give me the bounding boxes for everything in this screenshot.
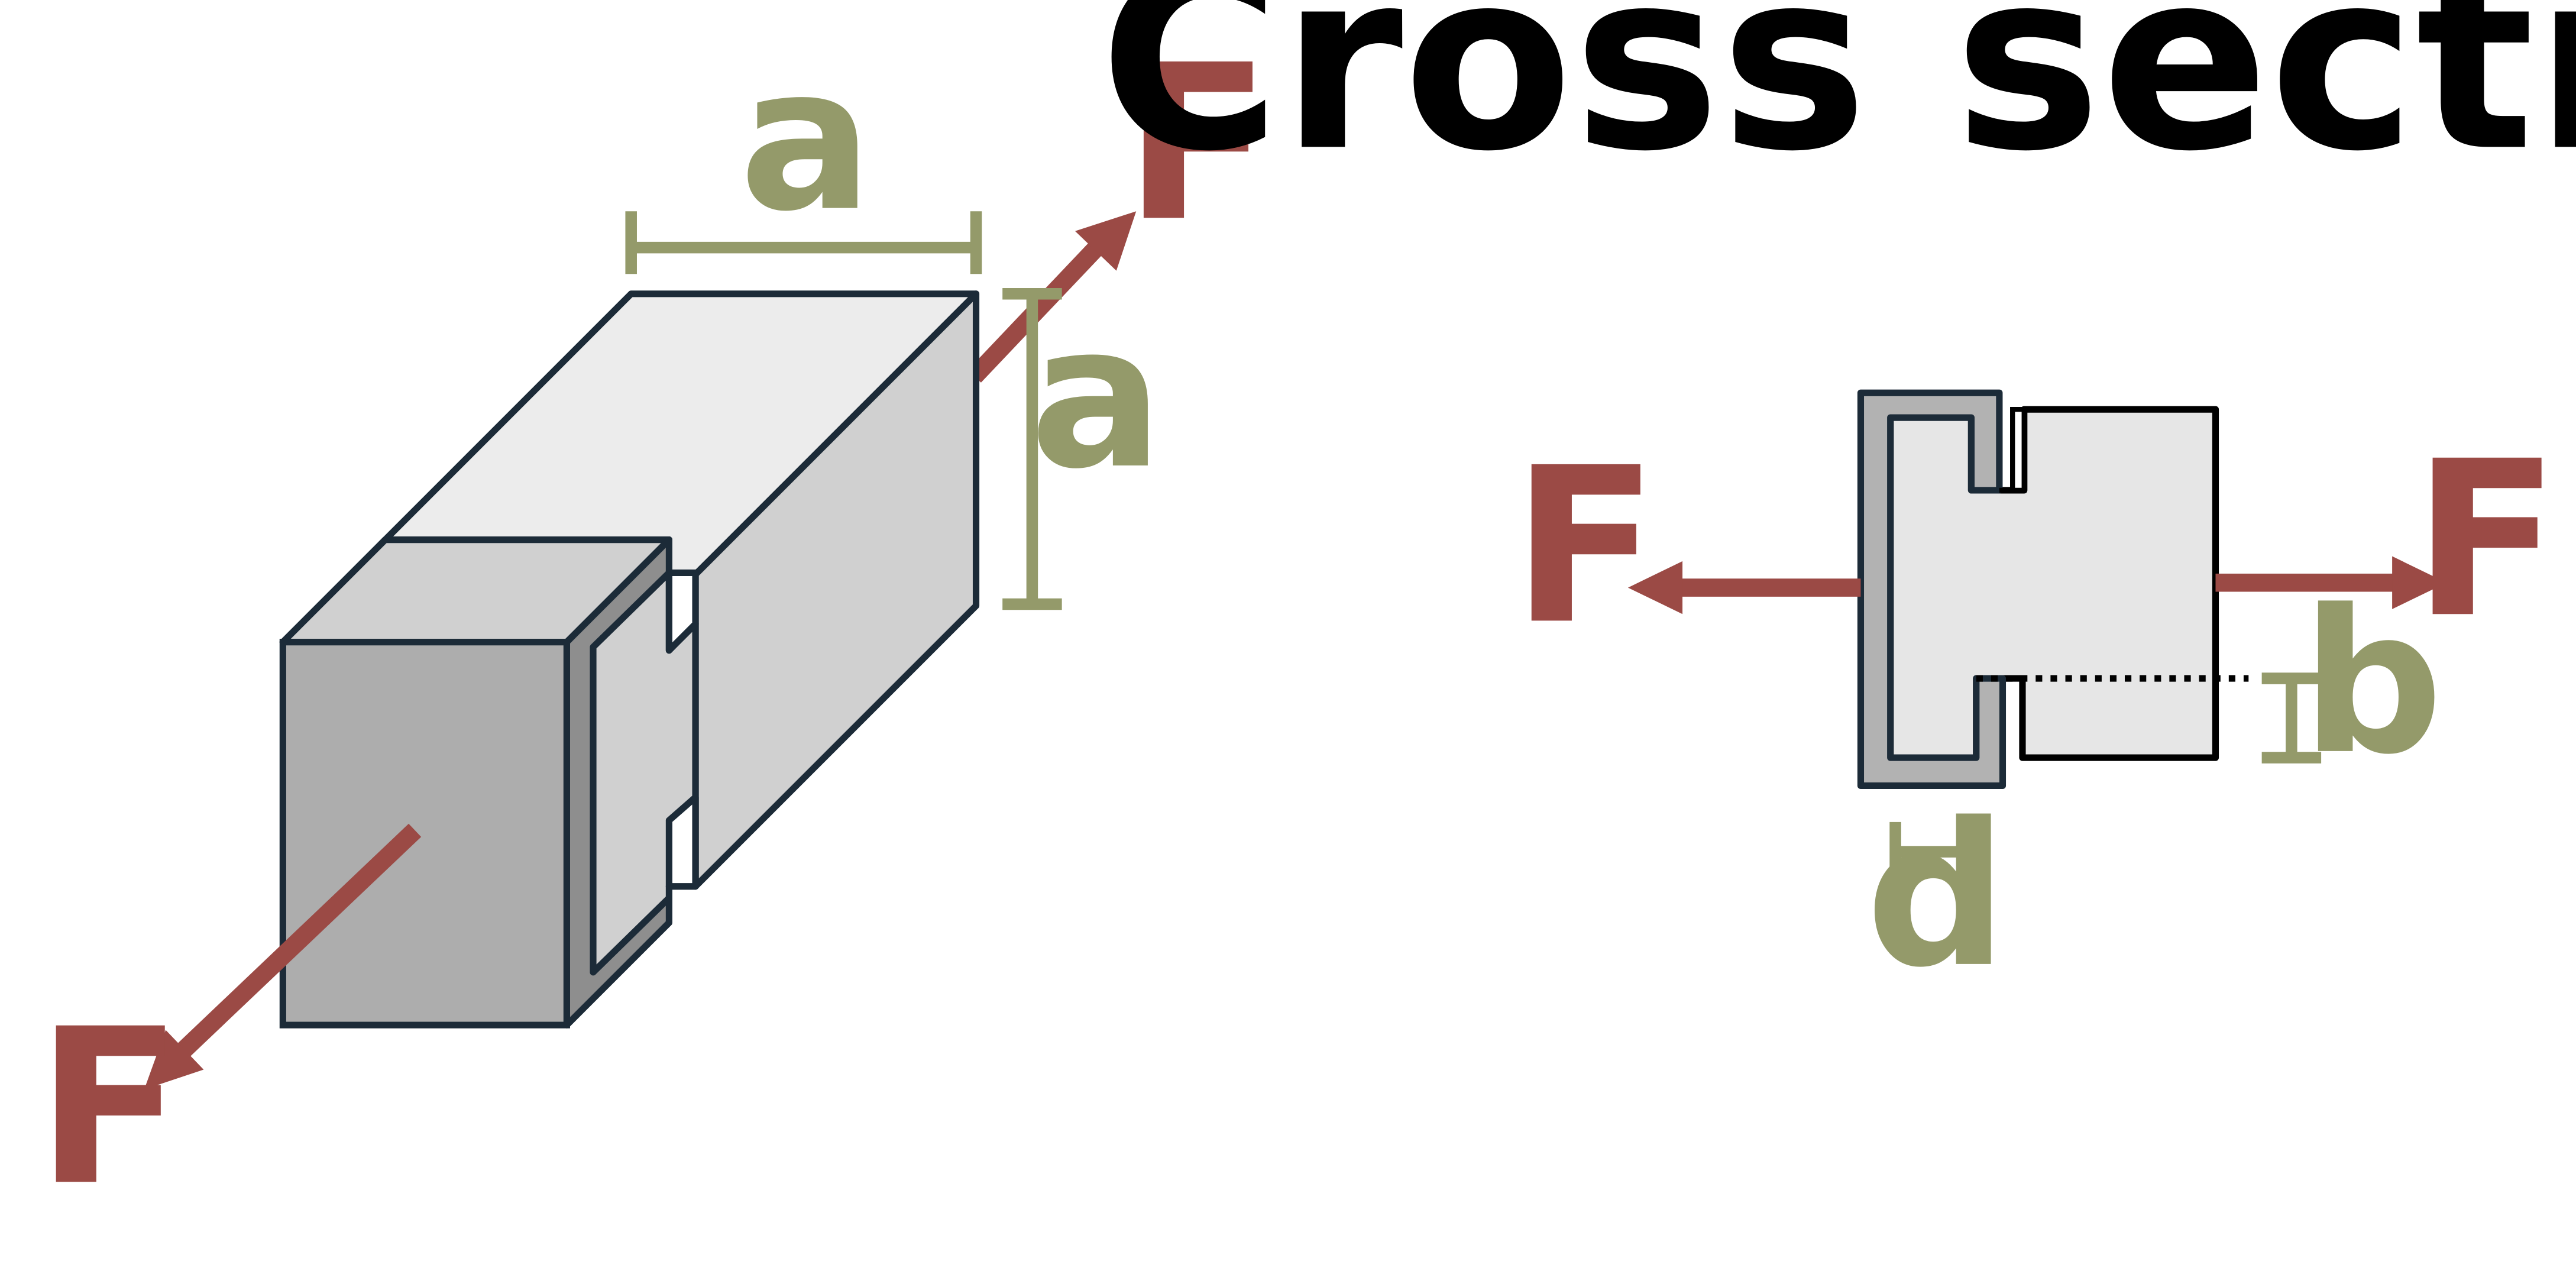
- cross-section-gap: [1999, 406, 2027, 493]
- force-arrow-left: [1627, 561, 1861, 615]
- force-arrow-front: [144, 823, 422, 1089]
- notch-tab-lower: [665, 794, 699, 890]
- label-b: b: [2302, 567, 2444, 798]
- notch-tab-upper: [665, 569, 699, 654]
- force-arrow-right: [2215, 556, 2447, 609]
- dimension-b: [2261, 672, 2322, 764]
- label-force-left: F: [1512, 421, 1658, 671]
- label-force-top: F: [1124, 18, 1271, 269]
- label-force-right: F: [2413, 415, 2559, 665]
- label-d: d: [1866, 780, 2008, 1011]
- label-force-bottom: F: [36, 982, 183, 1233]
- cross-section-view: [1857, 389, 2249, 790]
- cross-section-block: [1887, 406, 2219, 761]
- label-a-top: a: [739, 24, 873, 255]
- dimension-a-side: [1002, 288, 1062, 610]
- label-a-side: a: [1030, 282, 1163, 512]
- dimension-a-top: [625, 211, 982, 274]
- cross-section-title: Cross section: [1099, 0, 2576, 205]
- isometric-block: [144, 211, 1137, 1089]
- dimension-d: [1889, 822, 1984, 882]
- block-front-face: [279, 639, 570, 1029]
